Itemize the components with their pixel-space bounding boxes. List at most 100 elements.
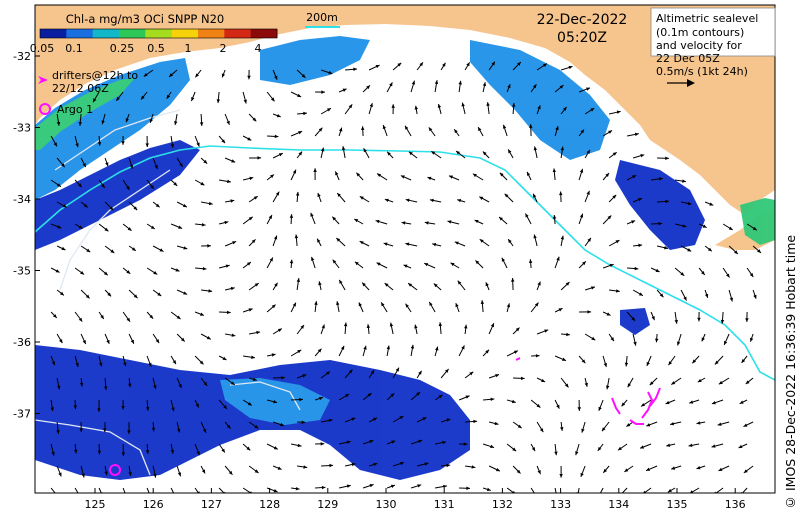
velocity-arrow — [602, 311, 611, 316]
velocity-arrow — [559, 191, 563, 203]
velocity-arrow — [499, 172, 508, 181]
velocity-arrow — [345, 67, 358, 72]
velocity-arrow — [380, 302, 388, 313]
velocity-arrow — [199, 113, 204, 126]
y-tick-label: -32 — [13, 50, 31, 63]
velocity-arrow — [125, 113, 130, 123]
velocity-arrow — [224, 113, 230, 125]
velocity-arrow — [315, 442, 325, 446]
velocity-arrow — [266, 443, 279, 450]
velocity-arrow — [266, 257, 274, 269]
velocity-arrow — [722, 223, 733, 231]
velocity-arrow — [447, 220, 460, 225]
colorbar-title: Chl-a mg/m3 OCi SNPP N20 — [66, 12, 225, 26]
velocity-arrow — [528, 259, 533, 269]
velocity-arrow — [504, 193, 514, 203]
velocity-arrow — [440, 62, 446, 71]
velocity-arrow — [454, 241, 466, 247]
velocity-arrow — [718, 465, 730, 472]
argo-legend-label: Argo 1 — [57, 103, 93, 116]
velocity-arrow — [366, 324, 371, 335]
velocity-arrow — [639, 443, 652, 449]
velocity-arrow — [554, 256, 560, 269]
velocity-arrow — [338, 127, 343, 137]
velocity-arrow — [696, 421, 706, 425]
velocity-arrow — [115, 91, 124, 102]
velocity-arrow — [92, 91, 100, 103]
velocity-arrow — [272, 235, 278, 247]
velocity-arrow — [98, 355, 103, 367]
velocity-arrow — [465, 465, 476, 469]
velocity-arrow — [403, 264, 412, 269]
velocity-arrow — [512, 61, 522, 71]
velocity-arrow — [434, 80, 439, 93]
velocity-arrow — [597, 443, 604, 452]
velocity-arrow — [584, 237, 592, 247]
velocity-arrow — [738, 443, 748, 449]
velocity-arrow — [459, 486, 471, 490]
velocity-arrow — [632, 154, 645, 159]
colorbar-segment — [145, 29, 173, 38]
velocity-arrow — [438, 322, 443, 335]
velocity-arrow — [584, 190, 590, 203]
velocity-arrow — [194, 69, 202, 78]
velocity-arrow — [362, 483, 374, 489]
velocity-arrow — [296, 278, 301, 291]
velocity-arrow — [247, 69, 251, 80]
velocity-arrow — [176, 289, 188, 295]
velocity-arrow — [50, 267, 60, 273]
colorbar-tick-labels: 0.05 0.1 0.25 0.5 1 2 4 — [30, 42, 262, 55]
sealevel-contours — [35, 109, 301, 476]
velocity-arrow — [103, 421, 107, 433]
velocity-arrow — [626, 174, 637, 181]
velocity-arrow — [691, 355, 700, 364]
x-tick-label: 128 — [259, 498, 280, 511]
x-tick-label: 129 — [317, 498, 338, 511]
velocity-arrow — [479, 196, 490, 203]
velocity-arrow — [248, 421, 259, 429]
velocity-arrow — [146, 179, 155, 190]
velocity-arrow — [320, 107, 332, 115]
velocity-arrow — [80, 333, 87, 345]
velocity-arrow — [689, 399, 700, 404]
velocity-arrow — [294, 234, 299, 247]
velocity-arrow — [194, 355, 204, 365]
velocity-arrow — [272, 465, 282, 470]
x-tick-label: 130 — [376, 498, 397, 511]
velocity-arrow — [698, 267, 706, 276]
velocity-arrow — [145, 443, 150, 454]
velocity-arrow — [97, 399, 101, 412]
velocity-arrow — [526, 171, 532, 181]
velocity-arrow — [127, 421, 131, 434]
x-tick-label: 136 — [725, 498, 746, 511]
velocity-arrow — [296, 69, 306, 79]
x-tick-label: 127 — [201, 498, 222, 511]
velocity-arrow — [79, 421, 83, 433]
velocity-arrow — [266, 91, 275, 102]
velocity-arrow — [216, 91, 221, 104]
velocity-arrow — [749, 333, 754, 342]
velocity-arrow — [362, 85, 371, 93]
velocity-arrow — [320, 418, 333, 423]
velocity-arrow — [146, 223, 156, 230]
velocity-arrow — [429, 198, 442, 203]
velocity-arrow — [453, 128, 460, 137]
velocity-arrow — [428, 127, 436, 137]
velocity-arrow — [482, 349, 490, 357]
velocity-arrow — [74, 223, 83, 230]
velocity-arrow — [56, 113, 61, 126]
land-coastline — [35, 5, 775, 215]
velocity-arrow — [477, 126, 484, 137]
velocity-arrow — [430, 150, 442, 159]
velocity-arrow — [315, 90, 325, 94]
velocity-arrow — [152, 245, 164, 252]
colorbar-segment — [40, 29, 67, 38]
velocity-arrow — [201, 289, 213, 293]
velocity-arrow — [310, 256, 316, 269]
velocity-arrow — [289, 259, 294, 269]
velocity-arrow — [746, 223, 758, 231]
velocity-arrow — [194, 399, 200, 408]
y-tick-label: -37 — [13, 408, 31, 421]
velocity-arrow — [578, 261, 587, 269]
